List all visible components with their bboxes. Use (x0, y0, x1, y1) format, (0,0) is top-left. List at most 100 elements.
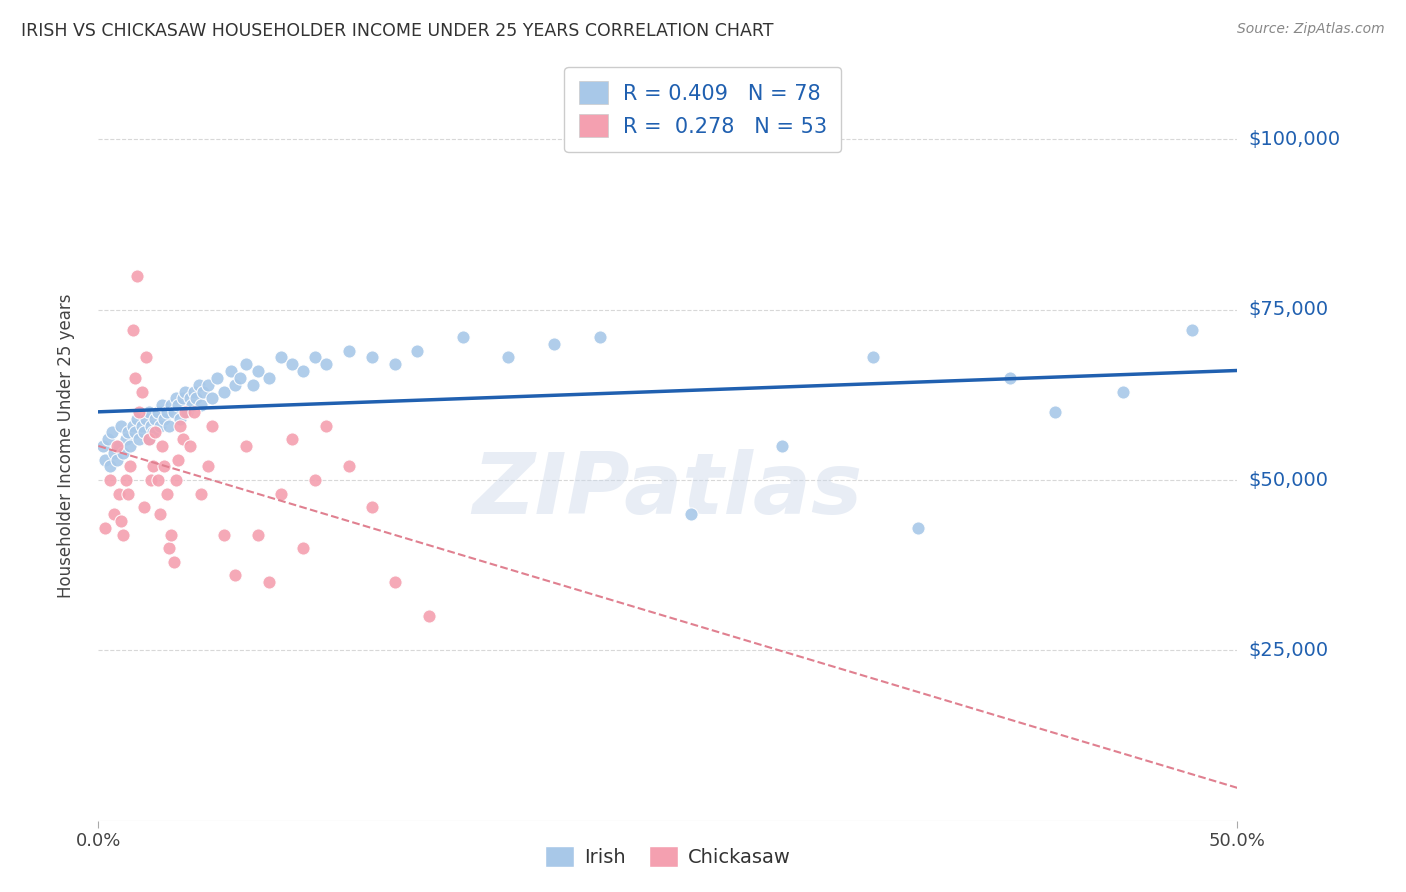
Point (179, 392, 201, 406)
Point (91, 439, 114, 453)
Point (145, 411, 167, 425)
Point (235, 357, 257, 371)
Point (156, 486, 179, 500)
Point (169, 411, 191, 425)
Point (128, 432, 150, 446)
Point (108, 439, 131, 453)
Point (197, 377, 219, 392)
Point (124, 425, 146, 440)
Point (124, 371, 146, 385)
Point (235, 439, 257, 453)
Text: IRISH VS CHICKASAW HOUSEHOLDER INCOME UNDER 25 YEARS CORRELATION CHART: IRISH VS CHICKASAW HOUSEHOLDER INCOME UN… (21, 22, 773, 40)
Point (120, 459, 142, 474)
Point (228, 371, 250, 385)
Point (94, 521, 117, 535)
Point (212, 384, 235, 399)
Point (304, 351, 326, 365)
Point (176, 405, 198, 419)
Point (101, 425, 124, 440)
Point (150, 439, 173, 453)
Point (160, 527, 183, 541)
Point (149, 418, 172, 433)
Point (146, 473, 169, 487)
Point (94, 452, 117, 467)
Point (150, 398, 173, 412)
Point (315, 357, 337, 371)
Point (138, 432, 160, 446)
Point (384, 357, 406, 371)
Point (201, 418, 224, 433)
Legend: Irish, Chickasaw: Irish, Chickasaw (537, 838, 799, 875)
Point (139, 418, 162, 433)
Point (201, 392, 224, 406)
Point (156, 405, 179, 419)
Point (131, 418, 153, 433)
Point (139, 473, 162, 487)
Point (224, 377, 246, 392)
Point (138, 405, 160, 419)
Point (121, 418, 143, 433)
Point (165, 473, 187, 487)
Point (103, 446, 125, 460)
Point (193, 384, 215, 399)
Point (270, 351, 292, 365)
Point (105, 439, 128, 453)
Point (337, 459, 360, 474)
Point (112, 527, 135, 541)
Point (174, 405, 197, 419)
Text: Source: ZipAtlas.com: Source: ZipAtlas.com (1237, 22, 1385, 37)
Point (1181, 323, 1204, 337)
Point (105, 452, 128, 467)
Point (862, 351, 884, 365)
Point (246, 527, 269, 541)
Point (183, 405, 205, 419)
Point (98, 473, 121, 487)
Point (679, 507, 702, 521)
Point (418, 609, 440, 624)
Point (96, 432, 118, 446)
Point (128, 405, 150, 419)
Point (153, 411, 176, 425)
Point (406, 343, 429, 358)
Point (110, 418, 132, 433)
Point (149, 507, 172, 521)
Point (543, 336, 565, 351)
Text: $25,000: $25,000 (1249, 640, 1329, 660)
Point (138, 432, 160, 446)
Point (135, 351, 157, 365)
Point (205, 371, 228, 385)
Point (292, 541, 315, 556)
Point (998, 371, 1021, 385)
Point (157, 418, 180, 433)
Point (270, 486, 292, 500)
Point (219, 364, 242, 378)
Point (135, 411, 157, 425)
Point (179, 439, 201, 453)
Point (165, 392, 187, 406)
Point (197, 459, 219, 474)
Point (304, 473, 326, 487)
Point (1043, 405, 1066, 419)
Point (117, 425, 139, 440)
Text: $50,000: $50,000 (1249, 471, 1329, 490)
Point (162, 555, 184, 569)
Point (110, 514, 132, 528)
Point (186, 392, 208, 406)
Point (498, 351, 520, 365)
Point (360, 351, 382, 365)
Point (190, 398, 212, 412)
Point (292, 364, 315, 378)
Point (172, 432, 194, 446)
Point (242, 377, 264, 392)
Point (172, 392, 194, 406)
Y-axis label: Householder Income Under 25 years: Householder Income Under 25 years (56, 293, 75, 599)
Point (770, 439, 793, 453)
Point (259, 371, 281, 385)
Point (281, 432, 304, 446)
Point (259, 575, 281, 590)
Point (162, 405, 184, 419)
Point (157, 541, 180, 556)
Point (337, 343, 360, 358)
Point (112, 446, 135, 460)
Point (588, 330, 610, 344)
